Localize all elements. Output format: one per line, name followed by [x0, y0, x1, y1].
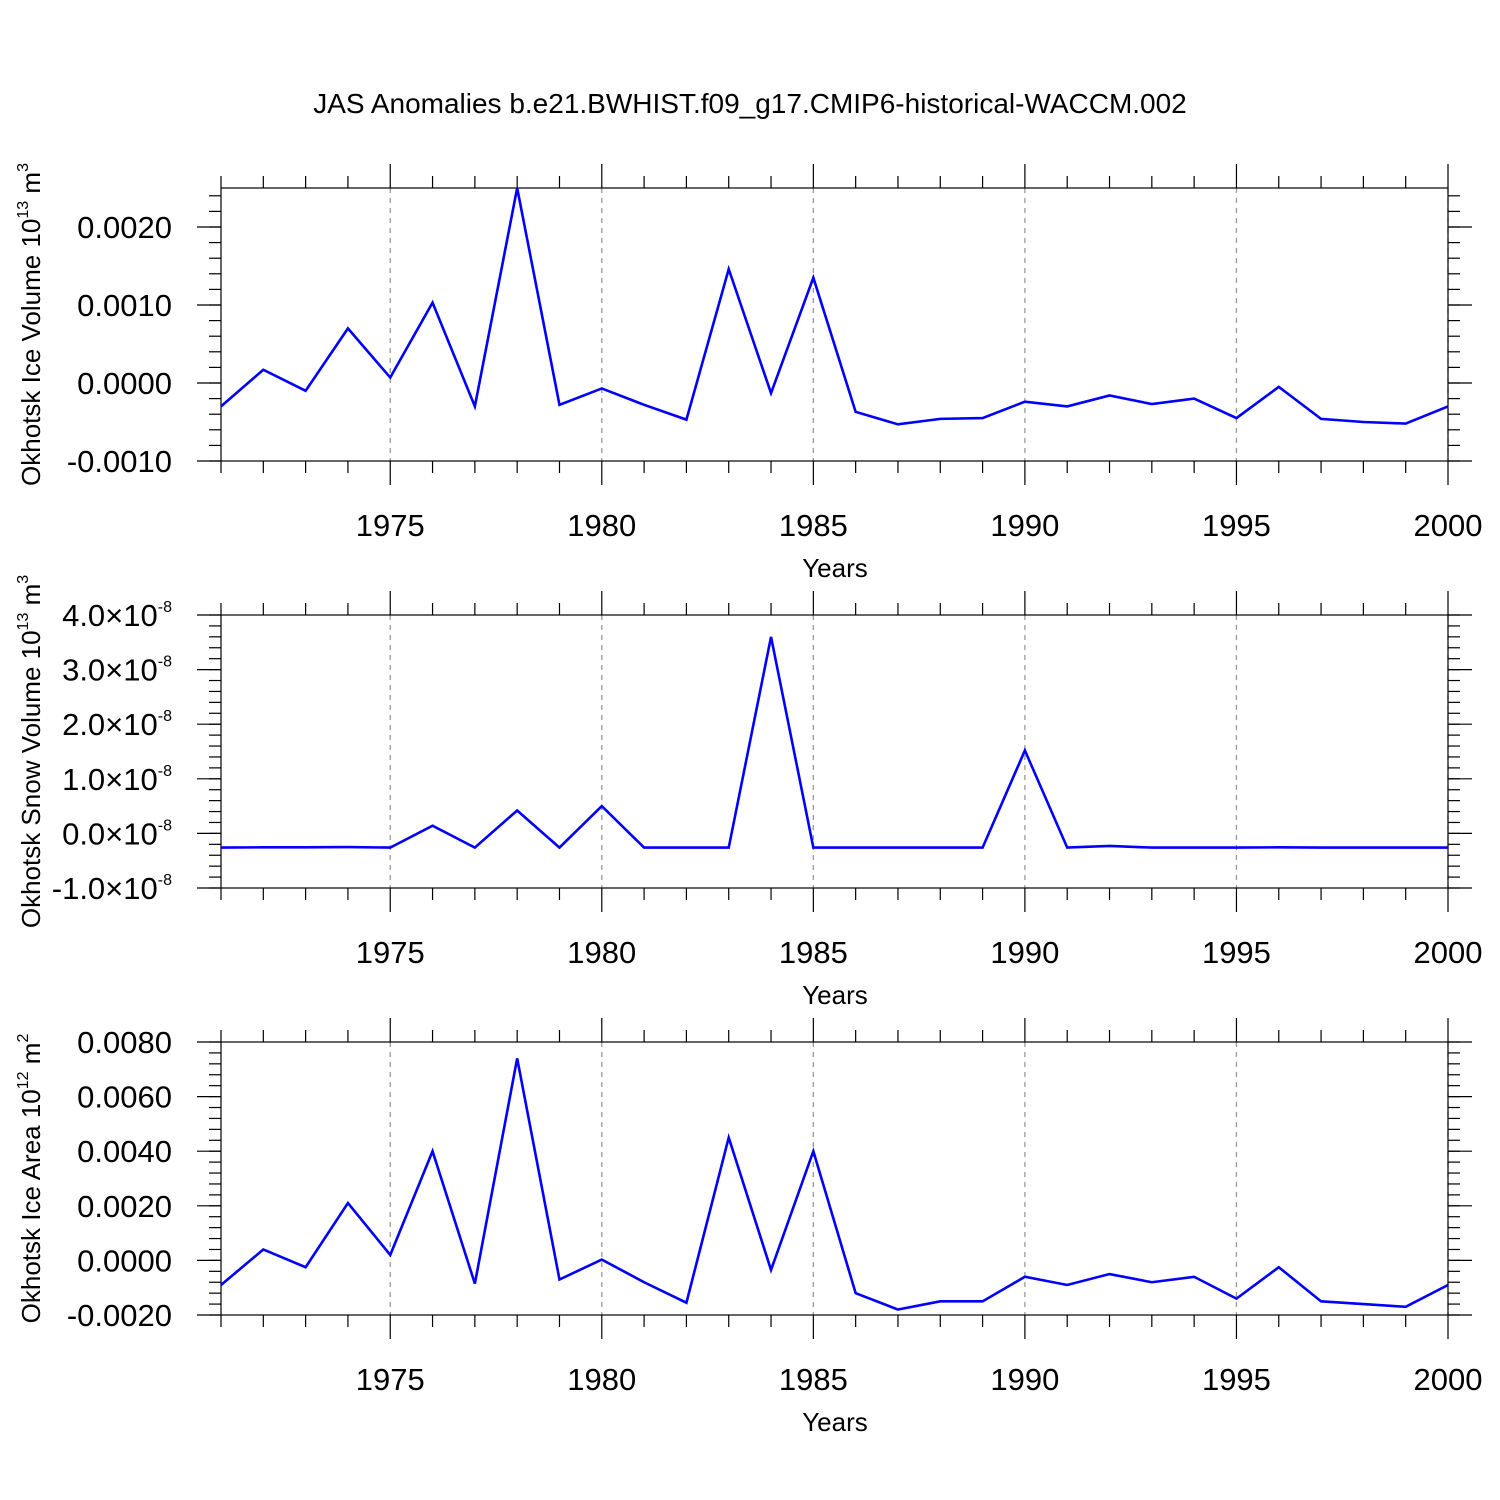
x-tick-label: 1985 — [779, 935, 848, 970]
x-tick-label: 1990 — [990, 935, 1059, 970]
y-tick-label: 0.0010 — [77, 288, 172, 323]
y-tick-label: 0.0×10-8 — [62, 816, 172, 851]
x-tick-label: 1995 — [1202, 1362, 1271, 1397]
panels: 1975 1980 1985 1990 1995 2000 Years -0.0010 0.00… — [15, 163, 1482, 1437]
y-tick-label: 0.0000 — [77, 1243, 172, 1278]
y-tick-label: 4.0×10-8 — [62, 598, 172, 633]
y-tick-label: 1.0×10-8 — [62, 762, 172, 797]
x-tick-label: 1985 — [779, 1362, 848, 1397]
panel-2: 1975 1980 1985 1990 1995 2000 Years -1.0×10-8 0.… — [15, 575, 1482, 1010]
y-tick-label: 3.0×10-8 — [62, 653, 172, 688]
x-axis-label: Years — [802, 980, 868, 1010]
y-tick-label: 0.0060 — [77, 1080, 172, 1115]
x-axis-label: Years — [802, 553, 868, 583]
plot-frame — [220, 614, 1449, 889]
x-tick-label: 1975 — [356, 1362, 425, 1397]
x-tick-label: 1990 — [990, 1362, 1059, 1397]
plot-frame — [220, 1041, 1449, 1316]
x-tick-label: 1975 — [356, 508, 425, 543]
y-tick-label: 0.0040 — [77, 1134, 172, 1169]
y-tick-label: -1.0×10-8 — [52, 871, 172, 906]
series-line — [220, 187, 1449, 426]
x-tick-label: 1995 — [1202, 935, 1271, 970]
x-tick-label: 1980 — [567, 935, 636, 970]
x-tick-label: 2000 — [1414, 1362, 1483, 1397]
y-axis-label: Okhotsk Snow Volume 1013 m3 — [15, 575, 46, 928]
figure-title: JAS Anomalies b.e21.BWHIST.f09_g17.CMIP6… — [313, 88, 1187, 119]
x-tick-label: 1990 — [990, 508, 1059, 543]
y-tick-label: 2.0×10-8 — [62, 707, 172, 742]
x-tick-label: 1980 — [567, 508, 636, 543]
plot-frame — [220, 187, 1449, 462]
y-tick-label: 0.0000 — [77, 366, 172, 401]
y-tick-label: -0.0010 — [67, 444, 172, 479]
y-axis-label: Okhotsk Ice Volume 1013 m3 — [15, 163, 46, 486]
panel-3: 1975 1980 1985 1990 1995 2000 Years -0.0020 0.00… — [15, 1018, 1482, 1437]
series-line — [220, 636, 1448, 850]
x-tick-label: 1985 — [779, 508, 848, 543]
y-tick-label: 0.0020 — [77, 210, 172, 245]
y-tick-label: 0.0080 — [77, 1025, 172, 1060]
panel-1: 1975 1980 1985 1990 1995 2000 Years -0.0010 0.00… — [15, 163, 1482, 583]
series-line — [220, 1058, 1449, 1311]
y-axis-label: Okhotsk Ice Area 1012 m2 — [15, 1034, 46, 1324]
x-axis-label: Years — [802, 1407, 868, 1437]
x-tick-label: 1995 — [1202, 508, 1271, 543]
y-tick-label: -0.0020 — [67, 1298, 172, 1333]
x-tick-label: 1980 — [567, 1362, 636, 1397]
x-tick-label: 2000 — [1414, 935, 1483, 970]
x-tick-label: 2000 — [1414, 508, 1483, 543]
x-tick-label: 1975 — [356, 935, 425, 970]
y-tick-label: 0.0020 — [77, 1189, 172, 1224]
